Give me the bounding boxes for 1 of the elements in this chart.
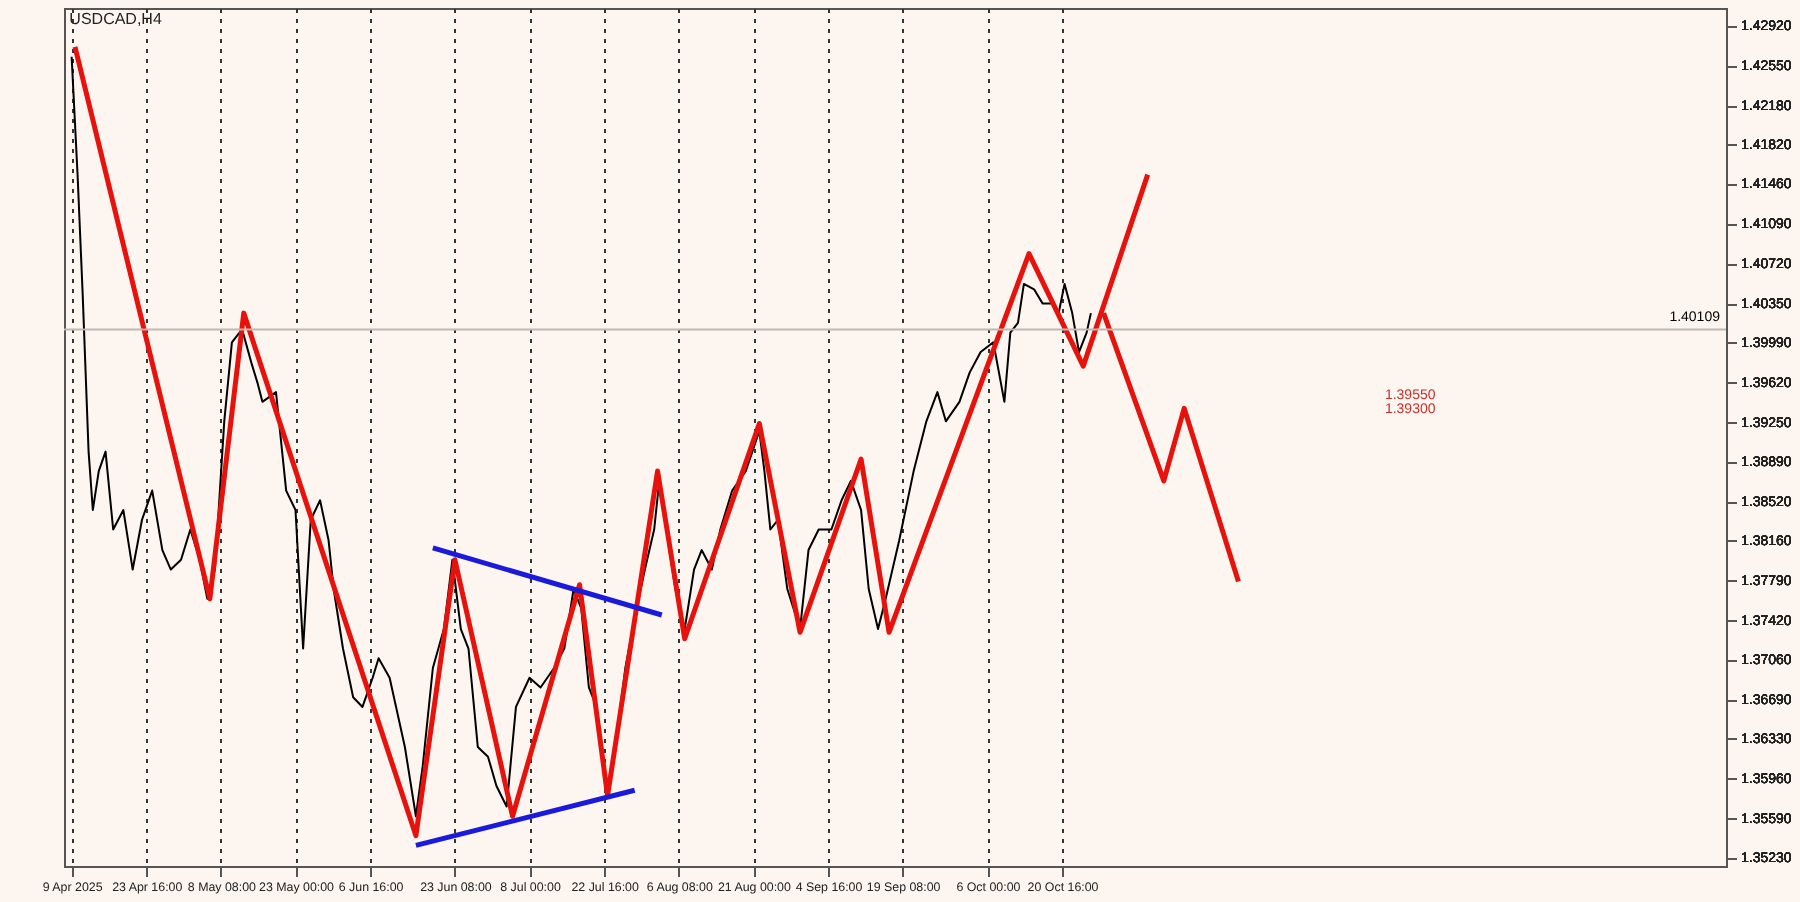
chart-title: USDCAD,H4 bbox=[69, 10, 163, 28]
